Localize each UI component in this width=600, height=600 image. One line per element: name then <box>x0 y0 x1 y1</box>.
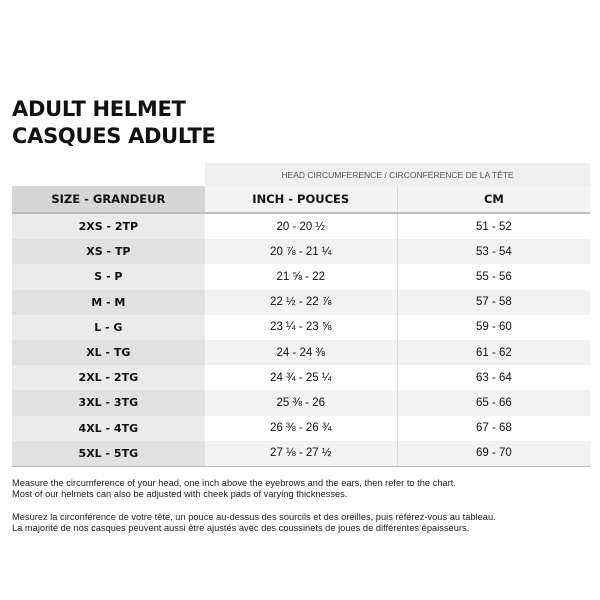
size-cell: S - P <box>12 264 205 290</box>
page-title: ADULT HELMET CASQUES ADULTE <box>12 96 216 150</box>
size-cell: 3XL - 3TG <box>12 390 205 416</box>
size-cell: XS - TP <box>12 239 205 265</box>
cm-cell: 65 - 66 <box>397 390 590 416</box>
title-french: CASQUES ADULTE <box>12 124 216 148</box>
group-header: HEAD CIRCUMFERENCE / CIRCONFÉRENCE DE LA… <box>205 163 590 186</box>
inch-cell: 24 ¾ - 25 ¼ <box>204 365 398 391</box>
cm-cell: 59 - 60 <box>397 314 590 340</box>
table-row: 2XL - 2TG 24 ¾ - 25 ¼ 63 - 64 <box>12 365 590 391</box>
size-cell: 2XL - 2TG <box>12 365 205 391</box>
inch-cell: 20 - 20 ½ <box>204 213 398 240</box>
column-header-cm: CM <box>397 186 590 214</box>
header-row: SIZE - GRANDEUR INCH - POUCES CM <box>12 186 590 214</box>
cm-cell: 67 - 68 <box>397 415 590 441</box>
cm-cell: 57 - 58 <box>397 289 590 315</box>
note-french: Mesurez la circonférence de votre tête, … <box>12 511 496 533</box>
inch-cell: 26 ⅜ - 26 ¾ <box>204 415 398 441</box>
size-cell: L - G <box>12 314 205 340</box>
table-row: 4XL - 4TG 26 ⅜ - 26 ¾ 67 - 68 <box>12 415 590 441</box>
size-cell: M - M <box>12 289 205 315</box>
size-cell: 4XL - 4TG <box>12 415 205 441</box>
column-header-size: SIZE - GRANDEUR <box>12 186 205 214</box>
cm-cell: 69 - 70 <box>397 440 590 467</box>
cm-cell: 53 - 54 <box>397 239 590 265</box>
table-row: S - P 21 ⅝ - 22 55 - 56 <box>12 264 590 290</box>
inch-cell: 20 ⅞ - 21 ¼ <box>204 239 398 265</box>
cm-cell: 51 - 52 <box>397 213 590 240</box>
inch-cell: 23 ¼ - 23 ⅝ <box>204 314 398 340</box>
column-header-inch: INCH - POUCES <box>204 186 398 214</box>
inch-cell: 24 - 24 ⅜ <box>204 339 398 366</box>
table-row: XS - TP 20 ⅞ - 21 ¼ 53 - 54 <box>12 239 590 265</box>
inch-cell: 21 ⅝ - 22 <box>204 264 398 290</box>
cm-cell: 63 - 64 <box>397 365 590 391</box>
inch-cell: 25 ⅜ - 26 <box>204 390 398 416</box>
cm-cell: 61 - 62 <box>397 339 590 366</box>
cm-cell: 55 - 56 <box>397 264 590 290</box>
inch-cell: 27 ⅛ - 27 ½ <box>204 440 398 467</box>
inch-cell: 22 ½ - 22 ⅞ <box>204 289 398 315</box>
table-row: 3XL - 3TG 25 ⅜ - 26 65 - 66 <box>12 390 590 416</box>
note-english: Measure the circumference of your head, … <box>12 478 456 500</box>
table-row: L - G 23 ¼ - 23 ⅝ 59 - 60 <box>12 314 590 340</box>
size-cell: 2XS - 2TP <box>12 213 205 240</box>
table-row: XL - TG 24 - 24 ⅜ 61 - 62 <box>12 339 590 366</box>
size-cell: 5XL - 5TG <box>12 440 205 467</box>
table-row: 2XS - 2TP 20 - 20 ½ 51 - 52 <box>12 213 590 240</box>
table-row: M - M 22 ½ - 22 ⅞ 57 - 58 <box>12 289 590 315</box>
table-row: 5XL - 5TG 27 ⅛ - 27 ½ 69 - 70 <box>12 440 590 467</box>
title-english: ADULT HELMET <box>12 97 186 121</box>
size-chart-table: SIZE - GRANDEUR INCH - POUCES CM 2XS - 2… <box>12 186 590 467</box>
size-cell: XL - TG <box>12 339 205 366</box>
notes: Measure the circumference of your head, … <box>12 478 496 545</box>
